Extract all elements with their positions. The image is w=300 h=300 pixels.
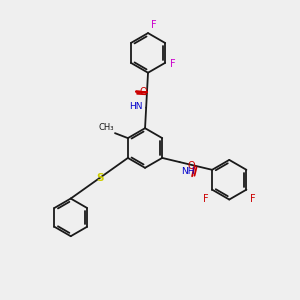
Text: O: O <box>139 87 147 97</box>
Text: HN: HN <box>129 102 142 111</box>
Text: F: F <box>202 194 208 204</box>
Text: S: S <box>97 173 104 183</box>
Text: NH: NH <box>181 167 194 176</box>
Text: O: O <box>187 161 195 171</box>
Text: F: F <box>250 194 256 204</box>
Text: F: F <box>170 59 176 69</box>
Text: CH₃: CH₃ <box>98 123 114 132</box>
Text: F: F <box>151 20 157 30</box>
